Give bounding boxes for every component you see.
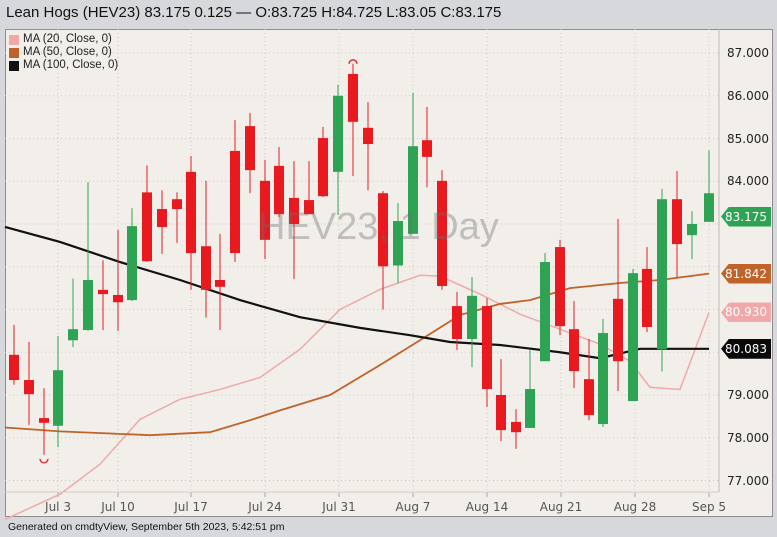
candle[interactable]: [157, 190, 167, 254]
symbol-watermark: HEV23, 1 Day: [258, 206, 499, 248]
price-tag: 80.083: [721, 338, 771, 359]
candle[interactable]: [215, 233, 225, 331]
candle[interactable]: [378, 191, 388, 310]
candle[interactable]: [422, 106, 432, 188]
y-tick-label: 87.000: [727, 46, 769, 60]
ma-line: [4, 272, 710, 437]
candle[interactable]: [274, 147, 284, 218]
x-tick-label: Aug 28: [613, 500, 657, 514]
legend-label: MA (50, Close, 0): [23, 46, 112, 58]
candle[interactable]: [113, 229, 123, 331]
candle[interactable]: [83, 182, 93, 331]
candle[interactable]: [540, 253, 550, 362]
candle[interactable]: [53, 336, 63, 448]
ma-line: [4, 274, 710, 521]
y-tick-label: 79.000: [727, 388, 769, 402]
candle[interactable]: [393, 203, 403, 283]
candle[interactable]: [363, 102, 373, 191]
candle[interactable]: [555, 239, 565, 336]
x-tick-label: Sep 5: [691, 500, 727, 514]
x-tick-label: Jul 31: [322, 500, 356, 514]
gridlines: [5, 29, 719, 497]
candle[interactable]: [348, 63, 358, 177]
candle[interactable]: [98, 260, 108, 331]
legend-item-ma20[interactable]: MA (20, Close, 0): [9, 33, 118, 46]
candle[interactable]: [657, 188, 667, 372]
candle[interactable]: [672, 170, 682, 278]
legend-label: MA (100, Close, 0): [23, 59, 119, 71]
legend: MA (20, Close, 0) MA (50, Close, 0) MA (…: [9, 33, 118, 72]
x-tick-label: Jul 24: [248, 500, 282, 514]
candle[interactable]: [245, 112, 255, 194]
y-tick-label: 77.000: [727, 473, 769, 488]
x-tick-label: Aug 14: [465, 500, 509, 514]
candle[interactable]: [127, 208, 137, 301]
candle[interactable]: [9, 324, 19, 385]
y-tick-label: 84.000: [727, 174, 769, 189]
candle[interactable]: [201, 180, 211, 318]
candle[interactable]: [598, 318, 608, 428]
candle[interactable]: [482, 297, 492, 407]
x-tick-label: Jul 10: [101, 500, 135, 514]
candle[interactable]: [687, 211, 697, 260]
candle[interactable]: [511, 409, 521, 449]
y-tick-label: 85.000: [727, 131, 769, 146]
legend-label: MA (20, Close, 0): [23, 33, 112, 45]
candle[interactable]: [68, 278, 78, 348]
candle[interactable]: [704, 150, 714, 222]
footer-generated-note: Generated on cmdtyView, September 5th 20…: [8, 521, 285, 533]
candle[interactable]: [569, 300, 579, 389]
candles: [9, 63, 714, 455]
candle[interactable]: [613, 218, 623, 392]
price-tag: 83.175: [721, 206, 771, 227]
price-tag: 81.842: [721, 263, 771, 284]
candle[interactable]: [304, 161, 314, 215]
candle[interactable]: [142, 165, 152, 263]
candle[interactable]: [333, 84, 343, 216]
candle[interactable]: [289, 161, 299, 280]
y-tick-label: 86.000: [727, 88, 769, 103]
high-low-markers: [39, 59, 358, 464]
x-tick-label: Aug 7: [395, 500, 431, 514]
candle[interactable]: [437, 170, 447, 290]
chart-title: Lean Hogs (HEV23) 83.175 0.125 — O:83.72…: [6, 4, 502, 21]
candle[interactable]: [642, 247, 652, 333]
legend-item-ma100[interactable]: MA (100, Close, 0): [9, 59, 118, 72]
y-tick-label: 78.000: [727, 430, 769, 445]
candle[interactable]: [39, 388, 49, 455]
candle[interactable]: [24, 341, 34, 425]
price-tag: 80.930: [721, 302, 771, 323]
candle[interactable]: [584, 338, 594, 421]
candle[interactable]: [628, 268, 638, 401]
x-tick-label: Jul 3: [45, 500, 71, 514]
legend-item-ma50[interactable]: MA (50, Close, 0): [9, 46, 118, 59]
candle[interactable]: [230, 120, 240, 263]
candle[interactable]: [408, 92, 418, 234]
candle[interactable]: [496, 359, 506, 442]
candle[interactable]: [452, 291, 462, 351]
x-tick-label: Aug 21: [539, 500, 583, 514]
candle[interactable]: [260, 159, 270, 260]
candle[interactable]: [525, 350, 535, 428]
candle[interactable]: [467, 277, 477, 368]
x-tick-label: Jul 17: [174, 500, 208, 514]
high-marker-icon: [348, 59, 358, 64]
ma100-swatch-icon: [9, 60, 19, 71]
ma50-swatch-icon: [9, 47, 19, 58]
low-marker-icon: [39, 458, 49, 464]
candle[interactable]: [186, 156, 196, 290]
ma20-swatch-icon: [9, 34, 19, 45]
candle[interactable]: [318, 126, 328, 198]
candle[interactable]: [172, 192, 182, 243]
